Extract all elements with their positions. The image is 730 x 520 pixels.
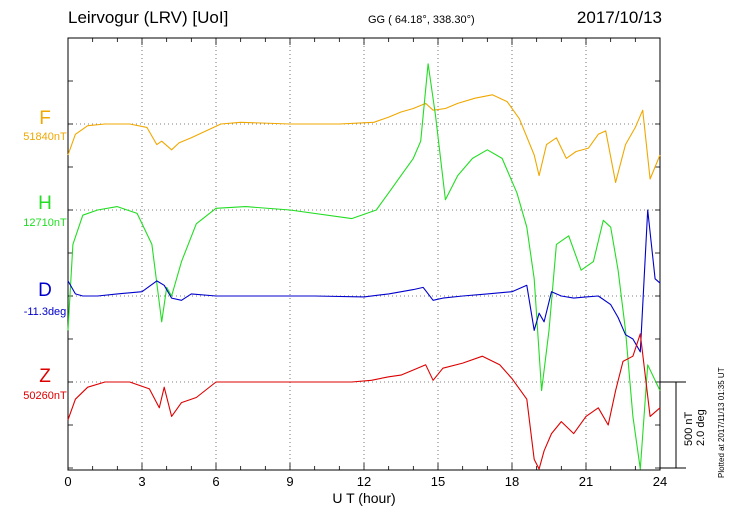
scale-deg-label: 2.0 deg	[695, 409, 707, 446]
x-tick-label: 6	[212, 474, 219, 489]
station-coords: GG ( 64.18°, 338.30°)	[368, 14, 475, 26]
series-line-h	[67, 63, 661, 470]
plotted-timestamp: Plotted at 2017/11/13 01:35 UT	[717, 367, 726, 478]
channel-d-baseline: -11.3deg	[23, 306, 67, 318]
series-line-f	[67, 94, 661, 184]
channel-z-letter: Z	[39, 366, 51, 387]
station-title: Leirvogur (LRV) [UoI]	[68, 8, 229, 27]
x-tick-label: 18	[505, 474, 519, 489]
scale-nt-label: 500 nT	[683, 411, 695, 446]
x-tick-label: 9	[286, 474, 293, 489]
series-line-z	[67, 333, 661, 470]
x-tick-label: 15	[431, 474, 445, 489]
channel-z-baseline: 50260nT	[23, 390, 67, 402]
chart-date: 2017/10/13	[576, 8, 662, 27]
channel-f-letter: F	[39, 108, 51, 129]
channel-h-letter: H	[38, 193, 52, 214]
x-tick-label: 24	[653, 474, 667, 489]
x-tick-label: 21	[579, 474, 593, 489]
channel-d-letter: D	[38, 280, 52, 301]
x-tick-label: 0	[64, 474, 71, 489]
channel-h-baseline: 12710nT	[23, 217, 67, 229]
x-tick-label: 3	[138, 474, 145, 489]
channel-f-baseline: 51840nT	[23, 131, 67, 143]
x-axis-label: U T (hour)	[332, 490, 396, 506]
series-line-d	[67, 209, 661, 353]
x-tick-label: 12	[357, 474, 371, 489]
